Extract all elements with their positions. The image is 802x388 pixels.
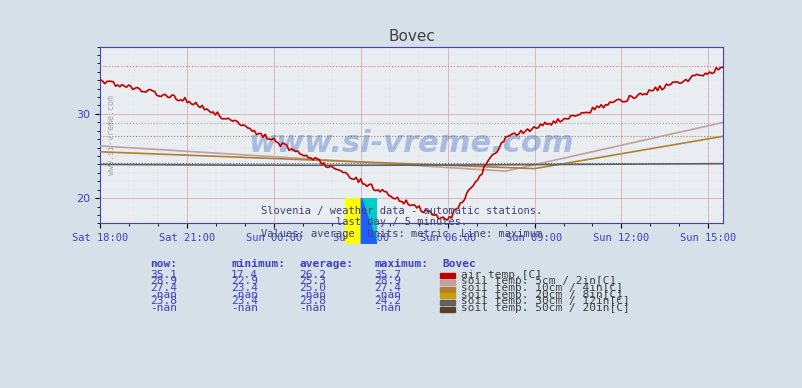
Text: -nan: -nan xyxy=(150,303,177,313)
Text: 28.9: 28.9 xyxy=(374,276,401,286)
FancyBboxPatch shape xyxy=(439,293,455,298)
Text: 23.4: 23.4 xyxy=(231,283,257,293)
Text: -nan: -nan xyxy=(299,290,326,300)
FancyBboxPatch shape xyxy=(439,274,455,278)
Polygon shape xyxy=(361,198,377,244)
FancyBboxPatch shape xyxy=(439,287,455,292)
Text: soil temp. 50cm / 20in[C]: soil temp. 50cm / 20in[C] xyxy=(461,303,630,313)
Text: soil temp. 30cm / 12in[C]: soil temp. 30cm / 12in[C] xyxy=(461,296,630,307)
Text: maximum:: maximum: xyxy=(374,259,427,269)
Text: Bovec: Bovec xyxy=(442,259,476,269)
FancyBboxPatch shape xyxy=(439,300,455,305)
Text: 23.4: 23.4 xyxy=(231,296,257,307)
Text: -nan: -nan xyxy=(150,290,177,300)
Text: 22.9: 22.9 xyxy=(231,276,257,286)
Text: www.si-vreme.com: www.si-vreme.com xyxy=(107,95,115,175)
Text: -nan: -nan xyxy=(374,303,401,313)
Text: -nan: -nan xyxy=(299,303,326,313)
Bar xyxy=(345,198,361,244)
Text: average:: average: xyxy=(299,259,353,269)
Text: -nan: -nan xyxy=(231,290,257,300)
Text: now:: now: xyxy=(150,259,177,269)
Text: 26.2: 26.2 xyxy=(299,270,326,280)
Title: Bovec: Bovec xyxy=(387,29,435,44)
Text: 24.2: 24.2 xyxy=(374,296,401,307)
Text: Slovenia / weather data - automatic stations.
last day / 5 minutes.
Values: aver: Slovenia / weather data - automatic stat… xyxy=(261,206,541,239)
Text: -nan: -nan xyxy=(374,290,401,300)
Text: soil temp. 5cm / 2in[C]: soil temp. 5cm / 2in[C] xyxy=(461,276,616,286)
FancyBboxPatch shape xyxy=(439,280,455,285)
Text: www.si-vreme.com: www.si-vreme.com xyxy=(249,129,573,158)
Text: soil temp. 10cm / 4in[C]: soil temp. 10cm / 4in[C] xyxy=(461,283,622,293)
Text: 25.3: 25.3 xyxy=(299,276,326,286)
Text: -nan: -nan xyxy=(231,303,257,313)
Text: 25.0: 25.0 xyxy=(299,283,326,293)
Text: 23.8: 23.8 xyxy=(299,296,326,307)
FancyBboxPatch shape xyxy=(439,307,455,312)
Text: 27.4: 27.4 xyxy=(150,283,177,293)
Text: 35.1: 35.1 xyxy=(150,270,177,280)
Text: air temp.[C]: air temp.[C] xyxy=(461,270,541,280)
Text: 27.4: 27.4 xyxy=(374,283,401,293)
Text: 35.7: 35.7 xyxy=(374,270,401,280)
Text: 17.4: 17.4 xyxy=(231,270,257,280)
Text: minimum:: minimum: xyxy=(231,259,285,269)
Text: 23.8: 23.8 xyxy=(150,296,177,307)
Text: soil temp. 20cm / 8in[C]: soil temp. 20cm / 8in[C] xyxy=(461,290,622,300)
Text: 28.9: 28.9 xyxy=(150,276,177,286)
Bar xyxy=(361,198,377,244)
